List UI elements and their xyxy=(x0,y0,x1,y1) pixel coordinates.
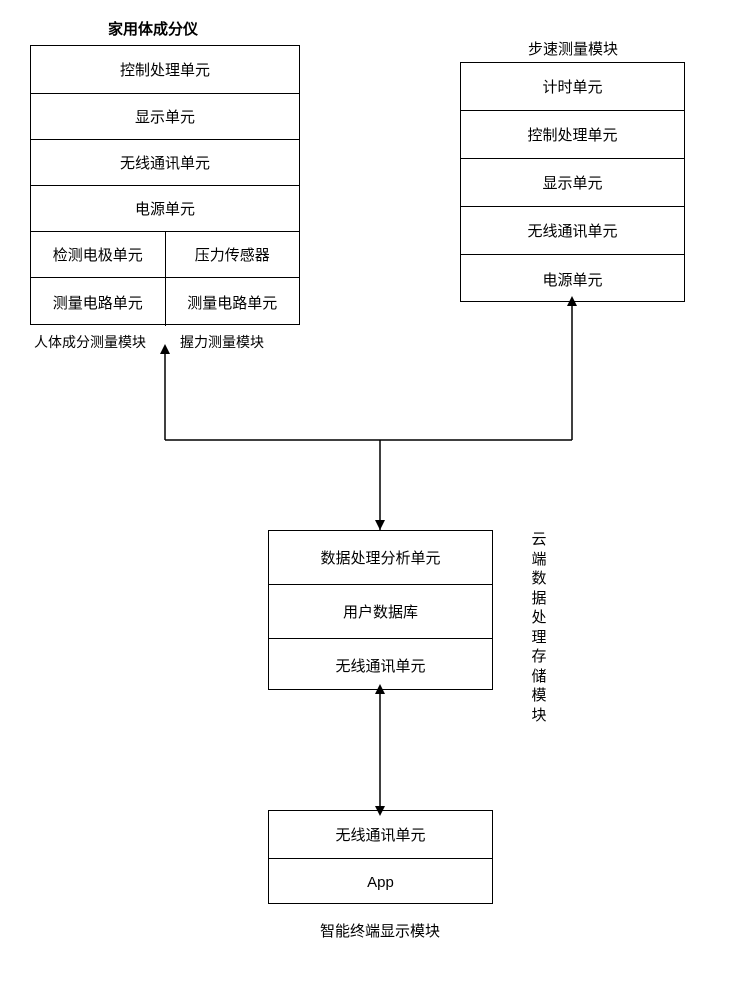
blockA-sublabel-left: 人体成分测量模块 xyxy=(34,332,146,352)
blockC-row0: 数据处理分析单元 xyxy=(269,531,492,585)
blockA: 控制处理单元 显示单元 无线通讯单元 电源单元 检测电极单元 压力传感器 测量电… xyxy=(30,45,300,325)
blockD: 无线通讯单元 App xyxy=(268,810,493,904)
blockA-row0: 控制处理单元 xyxy=(31,46,299,94)
blockC: 数据处理分析单元 用户数据库 无线通讯单元 xyxy=(268,530,493,690)
blockD-row0: 无线通讯单元 xyxy=(269,811,492,859)
blockD-bottomlabel: 智能终端显示模块 xyxy=(320,920,440,941)
blockA-row3: 电源单元 xyxy=(31,186,299,232)
blockA-row5-left: 测量电路单元 xyxy=(31,278,166,326)
blockC-row2: 无线通讯单元 xyxy=(269,639,492,691)
blockB-row1: 控制处理单元 xyxy=(461,111,684,159)
blockB-row3: 无线通讯单元 xyxy=(461,207,684,255)
blockB: 计时单元 控制处理单元 显示单元 无线通讯单元 电源单元 xyxy=(460,62,685,302)
blockA-row1: 显示单元 xyxy=(31,94,299,140)
blockB-title: 步速测量模块 xyxy=(528,38,618,59)
blockA-row4: 检测电极单元 压力传感器 xyxy=(31,232,299,278)
blockC-sidelabel: 云端数据处理存储模块 xyxy=(530,530,548,725)
blockD-row1: App xyxy=(269,859,492,905)
blockA-row5: 测量电路单元 测量电路单元 xyxy=(31,278,299,326)
blockA-row4-left: 检测电极单元 xyxy=(31,232,166,277)
blockA-row5-right: 测量电路单元 xyxy=(166,278,300,326)
blockA-row4-right: 压力传感器 xyxy=(166,232,300,277)
blockA-title: 家用体成分仪 xyxy=(108,18,198,39)
blockC-row1: 用户数据库 xyxy=(269,585,492,639)
blockA-row2: 无线通讯单元 xyxy=(31,140,299,186)
blockB-row4: 电源单元 xyxy=(461,255,684,303)
blockA-sublabel-right: 握力测量模块 xyxy=(180,332,264,352)
blockB-row0: 计时单元 xyxy=(461,63,684,111)
blockB-row2: 显示单元 xyxy=(461,159,684,207)
